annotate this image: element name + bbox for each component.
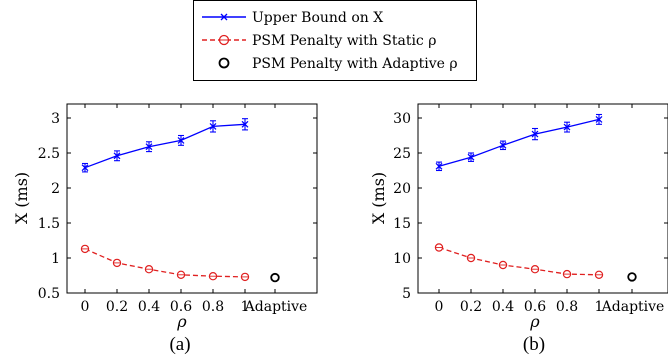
point-upper-bound — [177, 136, 185, 144]
y-tick-label: 1 — [51, 251, 60, 267]
point-upper-bound — [435, 162, 443, 170]
y-tick-label: 2.5 — [38, 146, 60, 162]
plot-frame-b — [417, 103, 668, 294]
x-tick-label: 0.2 — [460, 299, 482, 315]
point-upper-bound — [145, 143, 153, 151]
x-tick-label: 0.4 — [138, 299, 160, 315]
legend-entry-upper-bound: Upper Bound on X — [202, 10, 383, 26]
point-upper-bound — [531, 130, 539, 138]
series-line-static — [438, 246, 600, 276]
legend-label-static: PSM Penalty with Static ρ — [252, 33, 436, 49]
x-tick-label: 0 — [435, 299, 444, 315]
series-line-static — [84, 248, 246, 278]
legend-marker-circle-black — [218, 57, 230, 69]
x-tick-label: 1 — [241, 299, 250, 315]
point-adaptive — [270, 272, 280, 283]
point-upper-bound — [467, 153, 475, 161]
legend: Upper Bound on X PSM Penalty with Static… — [193, 0, 477, 81]
point-adaptive — [627, 272, 637, 282]
x-tick-label: Adaptive — [244, 299, 308, 315]
x-tick-label: 0.6 — [524, 299, 546, 315]
y-tick-label: 25 — [393, 146, 411, 162]
point-upper-bound — [563, 123, 571, 131]
x-axis-label-a: ρ — [176, 312, 187, 331]
panel-caption-b: (b) — [523, 334, 545, 355]
point-upper-bound — [81, 164, 89, 172]
x-tick-label: 0.6 — [170, 299, 192, 315]
y-tick-label: 5 — [402, 286, 411, 302]
y-tick-label: 3 — [51, 111, 60, 127]
y-axis-label-a: X (ms) — [12, 172, 31, 224]
y-tick-label: 30 — [393, 111, 411, 127]
plot-frame-a — [66, 103, 318, 294]
series-line-upper-bound — [438, 118, 600, 167]
series-line-upper-bound — [84, 123, 246, 169]
x-tick-label: 0.2 — [106, 299, 128, 315]
chart-marks-a — [80, 118, 280, 283]
x-tick-label: Adaptive — [601, 299, 665, 315]
x-tick-label: 0.8 — [556, 299, 578, 315]
chart-marks-b — [434, 113, 637, 282]
point-upper-bound — [209, 122, 217, 130]
legend-marker-cross — [220, 13, 228, 21]
point-upper-bound — [113, 152, 121, 160]
x-tick-label: 0.8 — [202, 299, 224, 315]
point-upper-bound — [241, 120, 249, 128]
legend-entry-static: PSM Penalty with Static ρ — [202, 33, 436, 49]
panel-caption-a: (a) — [169, 334, 190, 355]
legend-box — [193, 0, 477, 81]
x-tick-label: 0 — [81, 299, 90, 315]
x-axis-label-b: ρ — [529, 312, 540, 331]
y-axis-label-b: X (ms) — [369, 172, 388, 224]
legend-label-adaptive: PSM Penalty with Adaptive ρ — [252, 56, 458, 72]
point-upper-bound — [499, 141, 507, 149]
point-upper-bound — [595, 115, 603, 123]
y-tick-label: 10 — [393, 251, 411, 267]
legend-label-upper-bound: Upper Bound on X — [252, 10, 383, 26]
y-tick-label: 20 — [393, 181, 411, 197]
legend-entry-adaptive: PSM Penalty with Adaptive ρ — [218, 56, 458, 72]
x-tick-label: 1 — [595, 299, 604, 315]
y-tick-label: 2 — [51, 181, 60, 197]
y-tick-label: 1.5 — [38, 216, 60, 232]
y-tick-label: 0.5 — [38, 286, 60, 302]
y-tick-label: 15 — [393, 216, 411, 232]
x-tick-label: 0.4 — [492, 299, 514, 315]
